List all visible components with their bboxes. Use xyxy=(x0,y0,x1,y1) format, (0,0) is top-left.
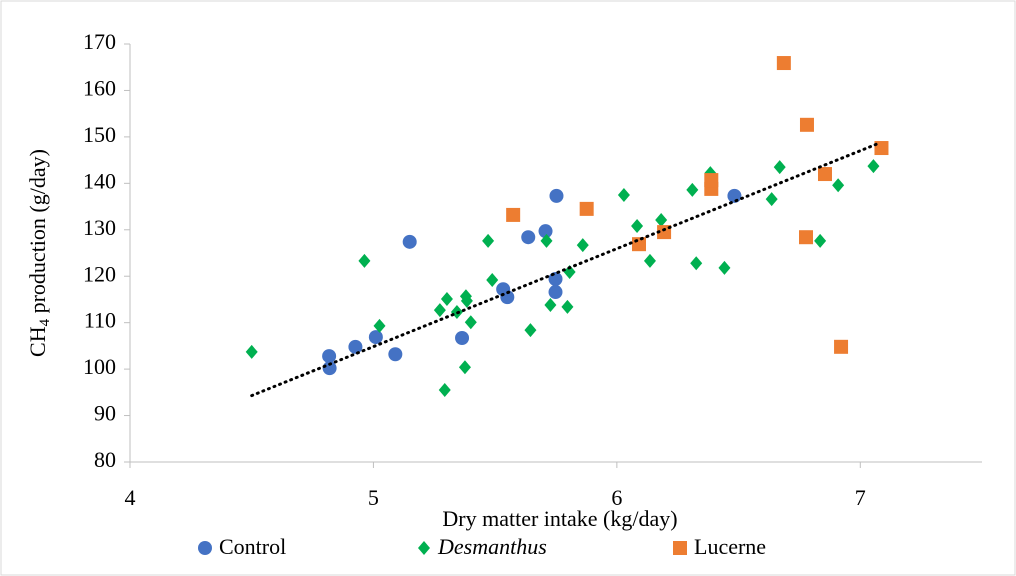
legend-marker xyxy=(673,541,687,555)
point xyxy=(524,323,537,338)
point xyxy=(814,233,827,248)
point xyxy=(245,344,258,359)
y-tick-label: 160 xyxy=(83,75,116,100)
legend-marker xyxy=(418,541,430,555)
y-tick-label: 130 xyxy=(83,215,116,240)
point xyxy=(563,265,576,280)
x-tick-label: 6 xyxy=(611,485,622,510)
point xyxy=(548,285,563,300)
point xyxy=(690,256,703,271)
x-axis-title: Dry matter intake (kg/day) xyxy=(442,506,677,531)
point xyxy=(348,339,363,354)
point xyxy=(388,347,403,362)
y-tick-label: 120 xyxy=(83,261,116,286)
y-tick-label: 140 xyxy=(83,168,116,193)
y-tick-label: 150 xyxy=(83,122,116,147)
point xyxy=(438,383,451,398)
point xyxy=(765,192,778,207)
point xyxy=(576,238,589,253)
point xyxy=(617,187,630,202)
point xyxy=(440,291,453,306)
point xyxy=(834,339,849,354)
point xyxy=(358,253,371,268)
y-tick-label: 100 xyxy=(83,354,116,379)
point xyxy=(773,160,786,175)
point xyxy=(874,141,889,156)
trendline xyxy=(250,142,879,398)
point xyxy=(460,293,473,308)
point xyxy=(521,230,536,245)
x-tick-label: 5 xyxy=(368,485,379,510)
point xyxy=(704,173,719,188)
point xyxy=(799,230,814,245)
point xyxy=(643,253,656,268)
point xyxy=(540,233,553,248)
point xyxy=(867,159,880,174)
point xyxy=(322,361,337,376)
point xyxy=(368,330,383,345)
point xyxy=(433,303,446,318)
y-axis-title: CH4 production (g/day) xyxy=(25,149,53,357)
point xyxy=(561,299,574,314)
y-tick-label: 110 xyxy=(84,308,116,333)
x-tick-label: 4 xyxy=(125,485,136,510)
legend-label: Desmanthus xyxy=(437,534,547,559)
x-tick-label: 7 xyxy=(855,485,866,510)
point xyxy=(373,318,386,333)
point xyxy=(655,213,668,228)
point xyxy=(464,315,477,330)
point xyxy=(544,298,557,313)
legend-label: Control xyxy=(219,534,286,559)
point xyxy=(486,272,499,287)
point xyxy=(631,219,644,234)
y-title-part: production (g/day) xyxy=(25,149,50,319)
legend-marker xyxy=(198,541,212,555)
point xyxy=(506,207,521,222)
point xyxy=(657,225,672,240)
point xyxy=(718,260,731,275)
point xyxy=(817,167,832,182)
point xyxy=(548,272,563,287)
y-title-sub: 4 xyxy=(37,318,53,326)
y-tick-label: 90 xyxy=(94,401,116,426)
y-tick-label: 170 xyxy=(83,29,116,54)
point xyxy=(455,330,470,345)
point xyxy=(632,237,647,252)
point xyxy=(322,349,337,364)
y-title-part: CH xyxy=(25,326,50,357)
point xyxy=(579,201,594,216)
legend-label: Lucerne xyxy=(694,534,766,559)
y-tick-label: 80 xyxy=(94,447,116,472)
point xyxy=(776,56,791,71)
point xyxy=(832,178,845,193)
point xyxy=(549,188,564,203)
point xyxy=(686,182,699,197)
point xyxy=(727,188,742,203)
point xyxy=(402,234,417,249)
point xyxy=(458,360,471,375)
point xyxy=(482,233,495,248)
point xyxy=(799,117,814,132)
point xyxy=(538,224,553,239)
